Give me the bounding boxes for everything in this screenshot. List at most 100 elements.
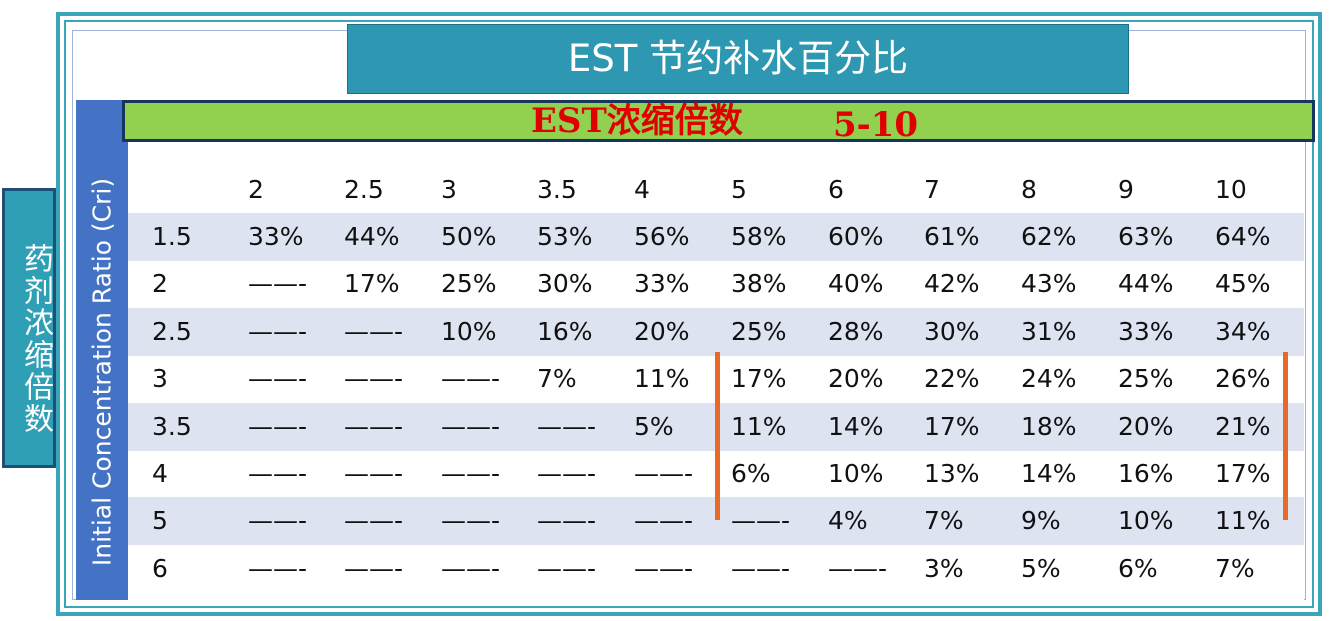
highlight-line-right <box>1283 352 1288 520</box>
table-cell: 42% <box>924 269 980 298</box>
table-cell: 25% <box>731 317 787 346</box>
table-cell: 56% <box>634 222 690 251</box>
table-cell: 58% <box>731 222 787 251</box>
table-cell: 11% <box>634 364 690 393</box>
column-header: 5 <box>731 175 747 204</box>
table-cell: 22% <box>924 364 980 393</box>
table-cell: ——- <box>248 364 308 393</box>
table-cell: 10% <box>828 459 884 488</box>
banner-range: 5-10 <box>833 105 919 145</box>
table-cell: ——- <box>344 317 404 346</box>
table-cell: 6% <box>1118 554 1158 583</box>
table-cell: 7% <box>537 364 577 393</box>
column-header: 2 <box>248 175 264 204</box>
column-header: 6 <box>828 175 844 204</box>
axis-band <box>76 100 128 600</box>
table-cell: 62% <box>1021 222 1077 251</box>
row-label: 4 <box>152 459 168 488</box>
table-cell: 20% <box>828 364 884 393</box>
table-cell: ——- <box>441 554 501 583</box>
table-cell: ——- <box>248 554 308 583</box>
table-cell: 26% <box>1215 364 1271 393</box>
row-label: 6 <box>152 554 168 583</box>
table-cell: ——- <box>344 554 404 583</box>
column-header: 7 <box>924 175 940 204</box>
axis-label-text: Initial Concentration Ratio (Cri) <box>87 177 117 567</box>
table-cell: ——- <box>441 459 501 488</box>
page-title: EST 节约补水百分比 <box>347 24 1129 94</box>
row-label: 5 <box>152 506 168 535</box>
table-cell: 30% <box>537 269 593 298</box>
column-header: 8 <box>1021 175 1037 204</box>
table-cell: 25% <box>1118 364 1174 393</box>
table-cell: ——- <box>537 412 597 441</box>
table-cell: 61% <box>924 222 980 251</box>
table-cell: ——- <box>344 364 404 393</box>
table-cell: 40% <box>828 269 884 298</box>
table-cell: ——- <box>537 554 597 583</box>
table-cell: 20% <box>634 317 690 346</box>
table-cell: 6% <box>731 459 771 488</box>
table-cell: ——- <box>248 459 308 488</box>
table-cell: ——- <box>248 506 308 535</box>
table-cell: ——- <box>537 459 597 488</box>
column-header: 10 <box>1215 175 1247 204</box>
table-cell: 5% <box>634 412 674 441</box>
table-cell: ——- <box>441 506 501 535</box>
table-cell: 31% <box>1021 317 1077 346</box>
table-row <box>128 308 1304 356</box>
table-cell: 33% <box>1118 317 1174 346</box>
table-cell: 20% <box>1118 412 1174 441</box>
table-cell: 63% <box>1118 222 1174 251</box>
table-cell: ——- <box>344 506 404 535</box>
table-cell: ——- <box>344 412 404 441</box>
table-row <box>128 213 1304 261</box>
table-cell: ——- <box>248 412 308 441</box>
table-cell: 10% <box>441 317 497 346</box>
row-label: 2 <box>152 269 168 298</box>
table-cell: ——- <box>634 554 694 583</box>
table-cell: 45% <box>1215 269 1271 298</box>
row-label: 3 <box>152 364 168 393</box>
table-cell: 17% <box>731 364 787 393</box>
table-cell: 28% <box>828 317 884 346</box>
table-cell: 64% <box>1215 222 1271 251</box>
column-header: 2.5 <box>344 175 384 204</box>
table-cell: 17% <box>1215 459 1271 488</box>
table-cell: 33% <box>634 269 690 298</box>
table-cell: 44% <box>1118 269 1174 298</box>
table-cell: 24% <box>1021 364 1077 393</box>
table-cell: 14% <box>1021 459 1077 488</box>
table-cell: 16% <box>537 317 593 346</box>
table-cell: ——- <box>828 554 888 583</box>
table-cell: 38% <box>731 269 787 298</box>
table-cell: 9% <box>1021 506 1061 535</box>
side-label: 药剂浓缩倍数 <box>2 188 56 468</box>
banner-label: EST浓缩倍数 <box>531 101 743 141</box>
table-cell: 44% <box>344 222 400 251</box>
table-cell: 11% <box>731 412 787 441</box>
row-label: 3.5 <box>152 412 192 441</box>
table-cell: ——- <box>537 506 597 535</box>
table-cell: 30% <box>924 317 980 346</box>
table-cell: ——- <box>248 317 308 346</box>
table-cell: 53% <box>537 222 593 251</box>
table-cell: ——- <box>634 506 694 535</box>
table-cell: 16% <box>1118 459 1174 488</box>
table-cell: 18% <box>1021 412 1077 441</box>
table-cell: 5% <box>1021 554 1061 583</box>
table-cell: 33% <box>248 222 304 251</box>
table-cell: 10% <box>1118 506 1174 535</box>
table-cell: 7% <box>1215 554 1255 583</box>
table-cell: ——- <box>344 459 404 488</box>
table-cell: ——- <box>441 412 501 441</box>
table-cell: 13% <box>924 459 980 488</box>
column-header: 3 <box>441 175 457 204</box>
table-cell: 43% <box>1021 269 1077 298</box>
table-cell: 17% <box>924 412 980 441</box>
table-cell: 50% <box>441 222 497 251</box>
table-cell: ——- <box>731 506 791 535</box>
table-cell: 34% <box>1215 317 1271 346</box>
inner-frame <box>64 20 1314 608</box>
table-cell: 21% <box>1215 412 1271 441</box>
